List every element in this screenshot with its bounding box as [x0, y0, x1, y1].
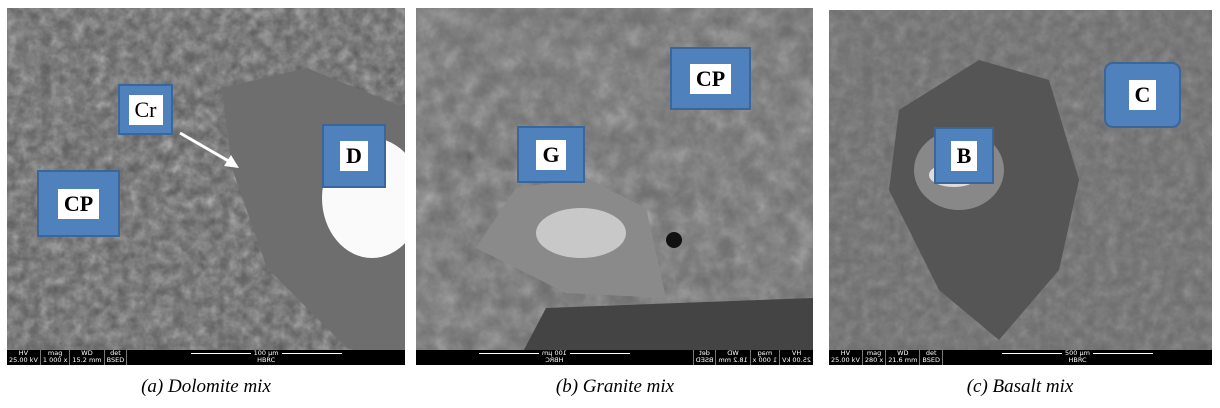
text: 25.00 kV	[9, 357, 38, 364]
text: 25.00 kV	[782, 357, 811, 364]
text: 21.6 mm	[888, 357, 917, 364]
text: D	[340, 141, 368, 171]
text: HBRC	[416, 357, 693, 364]
text: CP	[58, 189, 99, 219]
text: G	[536, 140, 565, 170]
text: 25.00 kV	[831, 357, 860, 364]
caption: (a) Dolomite mix	[6, 376, 406, 398]
text: HBRC	[127, 357, 405, 364]
label: G	[517, 126, 585, 183]
text: 280 x	[865, 357, 883, 364]
text: 18.2 mm	[718, 357, 747, 364]
label: D	[322, 124, 386, 188]
text: HBRC	[943, 357, 1212, 364]
text: Cr	[129, 95, 163, 125]
text: BSED	[696, 357, 714, 364]
text: C	[1129, 80, 1157, 110]
caption: (b) Granite mix	[415, 376, 815, 398]
figure: Cr D CP HV25.00 kV mag1 000 x WD15.2 mm …	[0, 0, 1220, 408]
label: Cr	[118, 84, 173, 135]
label: CP	[670, 47, 751, 110]
label: CP	[37, 170, 120, 237]
text: 1 000 x	[43, 357, 68, 364]
caption: (c) Basalt mix	[820, 376, 1220, 398]
text: 1 000 x	[753, 357, 778, 364]
label: C	[1104, 62, 1181, 128]
text: 15.2 mm	[72, 357, 101, 364]
text: BSED	[922, 357, 940, 364]
text: B	[951, 141, 978, 171]
text: BSED	[107, 357, 125, 364]
text: CP	[690, 64, 731, 94]
label: B	[934, 127, 994, 184]
